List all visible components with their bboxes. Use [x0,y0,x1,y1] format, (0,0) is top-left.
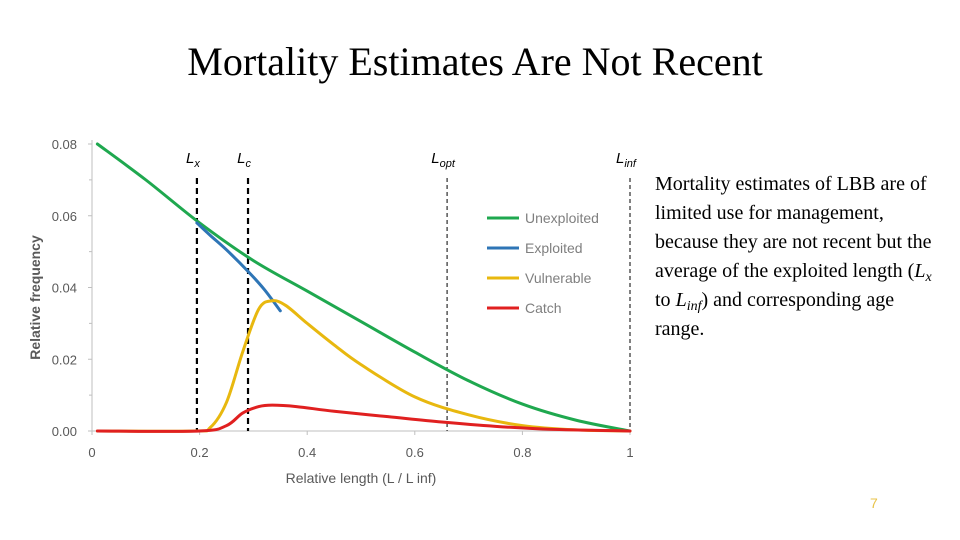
body-text-part1: Mortality estimates of LBB are of limite… [655,173,932,282]
x-tick-label: 1 [626,445,633,460]
slide-title: Mortality Estimates Are Not Recent [187,39,763,84]
x-tick-label: 0 [88,445,95,460]
linf-sub: inf [686,299,702,314]
reference-lines: Lx Lc Lopt Linf [186,150,637,431]
x-tick-label: 0.8 [513,445,531,460]
x-tick-label: 0.2 [191,445,209,460]
ref-label-lx: Lx [186,150,200,170]
chart-legend: Unexploited Exploited Vulnerable Catch [487,210,599,316]
series-line-unexploited [95,142,632,433]
body-text: Mortality estimates of LBB are of limite… [655,170,940,344]
y-tick-label: 0.06 [52,209,77,224]
series-line-catch [95,403,632,433]
y-axis-label: Relative frequency [27,235,43,360]
legend-label-unexploited: Unexploited [525,210,599,226]
ref-label-lopt: Lopt [431,150,456,170]
page-number: 7 [870,495,878,511]
body-text-to: to [655,289,676,311]
y-tick-label: 0.02 [52,352,77,367]
series-line-vulnerable [95,299,632,433]
linf-main: L [675,289,687,311]
y-tick-label: 0.00 [52,424,77,439]
x-tick-label: 0.6 [406,445,424,460]
y-tick-label: 0.08 [52,137,77,152]
series-line-exploited [195,221,282,313]
lx-main: L [914,260,926,282]
lx-symbol: Lx [914,260,932,285]
ref-label-linf: Linf [616,150,637,170]
legend-label-catch: Catch [525,300,562,316]
ref-label-lc: Lc [237,150,251,170]
x-axis-label: Relative length (L / L inf) [286,470,437,486]
lx-sub: x [925,270,932,285]
linf-symbol: Linf [675,289,702,314]
x-tick-label: 0.4 [298,445,316,460]
y-tick-label: 0.04 [52,281,77,296]
body-text-part2: ) and corresponding age range. [655,289,895,340]
chart-series [95,142,632,433]
legend-label-vulnerable: Vulnerable [525,270,592,286]
legend-label-exploited: Exploited [525,240,583,256]
chart-axes: 0.00 0.02 0.04 0.06 0.08 0 0.2 0.4 0.6 0.8 1 Relati… [27,137,634,486]
